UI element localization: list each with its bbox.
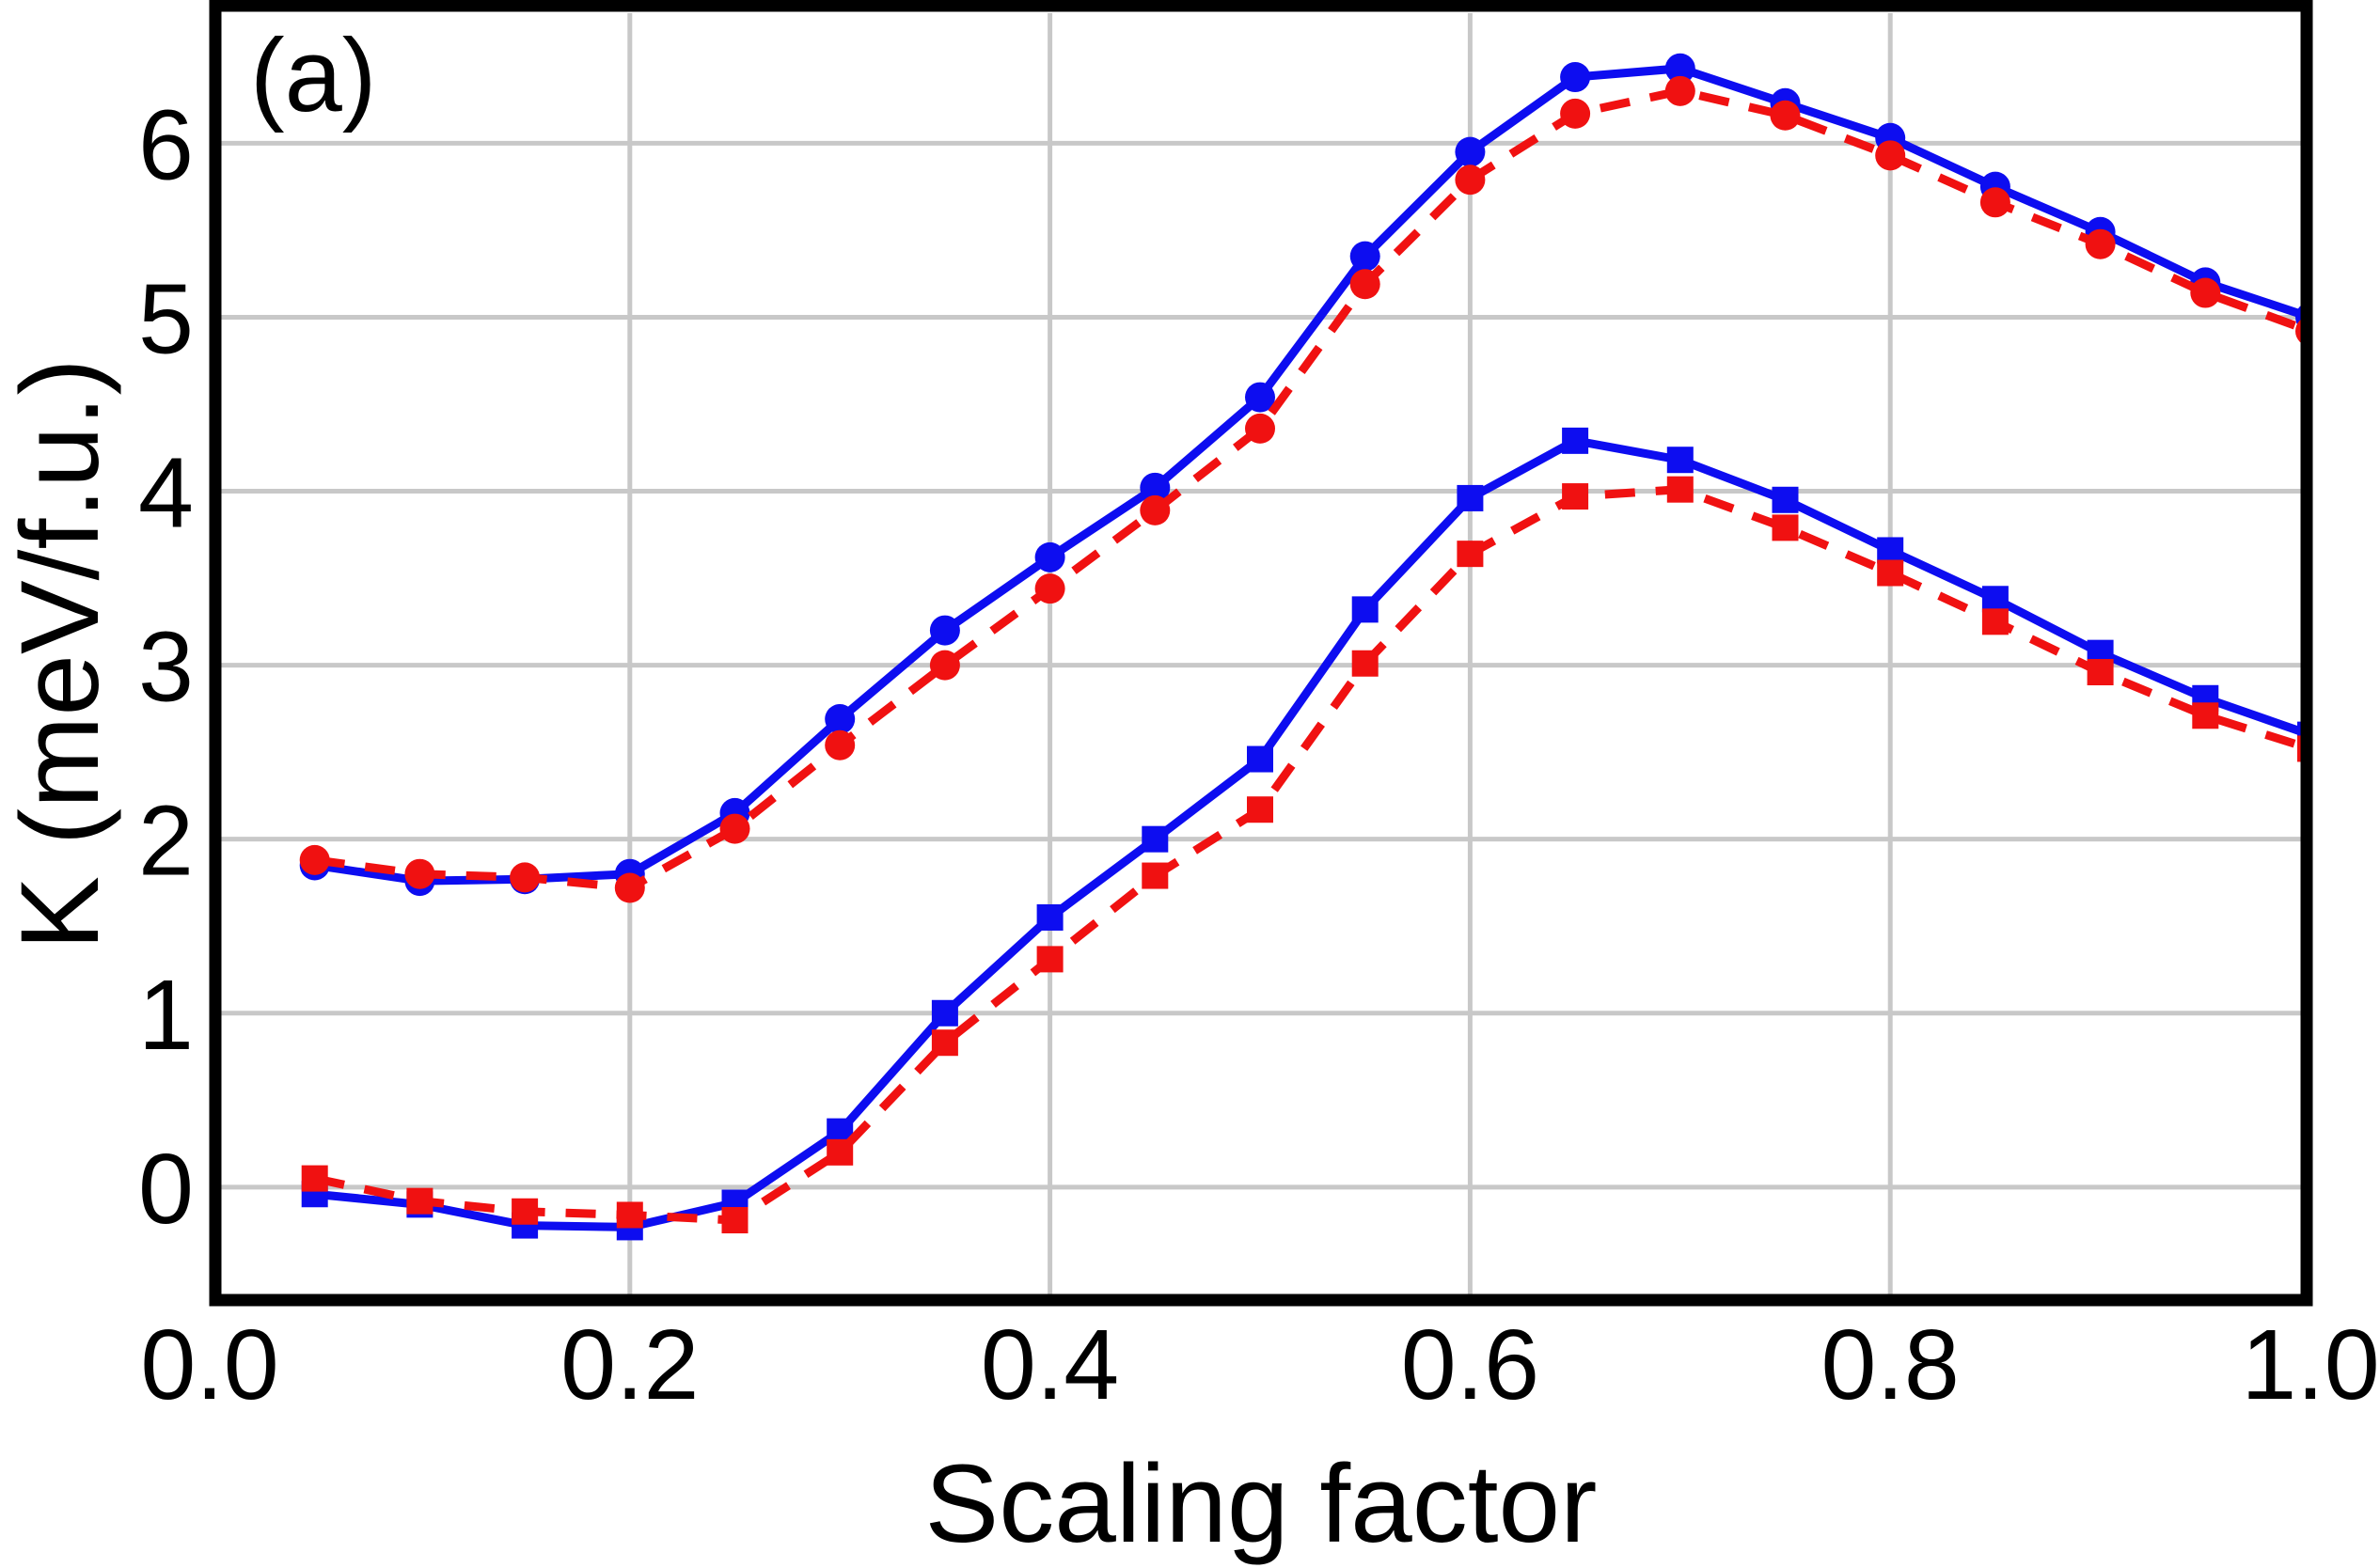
y-tick-label: 3 (138, 612, 194, 723)
data-point-square (1772, 486, 1799, 513)
x-tick-labels: 0.0 0.2 0.4 0.6 0.8 1.0 (140, 1309, 2379, 1420)
data-point-square (1351, 650, 1379, 677)
y-tick-labels: 0 1 2 3 4 5 6 (138, 89, 194, 1244)
data-point-circle (825, 729, 856, 760)
data-point-circle (1349, 269, 1380, 300)
data-point-square (1877, 537, 1904, 564)
data-point-circle (404, 858, 435, 889)
upper-red-dashed-circles-line (314, 86, 2305, 893)
data-point-circle (1140, 494, 1171, 525)
data-point-circle (1245, 413, 1275, 444)
lower-blue-solid-squares-line (314, 436, 2305, 1231)
x-tick-label: 0.8 (1821, 1309, 1960, 1420)
data-point-circle (614, 872, 645, 903)
data-point-circle (1770, 100, 1801, 131)
data-point-square (301, 1165, 328, 1192)
data-point-circle (1034, 573, 1065, 604)
data-point-circle (1455, 165, 1486, 196)
data-point-square (512, 1198, 539, 1225)
data-point-circle (1349, 241, 1380, 272)
series-lower-red-dashed-squares (301, 476, 2305, 1234)
y-tick-label: 4 (138, 438, 194, 549)
data-point-square (1247, 796, 1273, 823)
data-point-square (1877, 559, 1904, 587)
x-tick-label: 0.4 (981, 1309, 1119, 1420)
plot-frame (209, 0, 2313, 1307)
series-upper-blue-solid-circles (299, 53, 2305, 897)
data-point-circle (1245, 382, 1275, 413)
y-tick-label: 6 (138, 89, 194, 200)
x-tick-label: 0.2 (560, 1309, 699, 1420)
y-tick-label: 2 (138, 786, 194, 897)
x-tick-label: 0.6 (1401, 1309, 1539, 1420)
data-point-square (827, 1138, 854, 1166)
data-point-circle (1455, 136, 1486, 167)
data-point-square (2087, 659, 2114, 686)
data-point-circle (1140, 472, 1171, 503)
y-tick-label: 5 (138, 263, 194, 374)
data-point-square (1772, 514, 1799, 541)
data-point-square (721, 1207, 749, 1234)
data-point-circle (1560, 98, 1591, 129)
data-point-square (1457, 484, 1484, 511)
data-point-square (1351, 596, 1379, 623)
data-point-circle (719, 813, 750, 844)
data-point-circle (1034, 541, 1065, 572)
data-point-square (1666, 447, 1694, 474)
data-point-circle (299, 844, 330, 875)
series-upper-red-dashed-circles (299, 75, 2305, 903)
data-point-circle (1875, 140, 1906, 171)
data-series-layer (299, 53, 2305, 1241)
data-point-square (1666, 476, 1694, 503)
series-lower-blue-solid-squares (301, 427, 2305, 1241)
data-point-circle (2190, 277, 2221, 308)
data-point-circle (1979, 187, 2010, 218)
x-tick-label: 0.0 (140, 1309, 278, 1420)
data-point-circle (1664, 53, 1695, 84)
y-axis-title: K (meV/f.u.) (0, 358, 122, 949)
data-point-square (931, 999, 958, 1027)
x-axis-title: Scaling factor (925, 1442, 1598, 1566)
y-tick-label: 0 (138, 1134, 194, 1245)
y-tick-label: 1 (138, 960, 194, 1071)
data-point-square (2192, 702, 2219, 729)
data-point-square (931, 1029, 958, 1057)
data-point-circle (2085, 228, 2116, 259)
data-point-circle (825, 703, 856, 734)
data-point-circle (929, 650, 960, 681)
panel-label: (a) (250, 18, 376, 133)
data-point-square (1562, 483, 1589, 510)
data-point-square (1981, 586, 2009, 613)
data-point-square (1981, 608, 2009, 635)
data-point-square (1036, 946, 1064, 973)
lower-red-dashed-squares-line (313, 485, 2305, 1225)
data-point-square (406, 1187, 433, 1215)
data-point-circle (510, 862, 541, 893)
data-point-square (1247, 745, 1273, 773)
gridlines (215, 13, 2305, 1296)
data-point-square (616, 1201, 643, 1229)
data-point-square (1457, 541, 1484, 568)
upper-blue-solid-circles-line (314, 64, 2305, 886)
data-point-square (1562, 427, 1589, 454)
data-point-circle (1664, 75, 1695, 106)
data-point-circle (929, 615, 960, 646)
x-tick-label: 1.0 (2241, 1309, 2379, 1420)
data-point-circle (1560, 62, 1591, 93)
data-point-square (1142, 825, 1169, 853)
data-point-square (1036, 903, 1064, 931)
data-point-square (1142, 862, 1169, 889)
